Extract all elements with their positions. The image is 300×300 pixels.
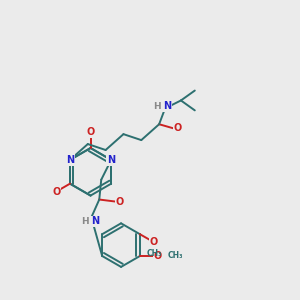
Text: O: O [174,123,182,133]
Text: N: N [107,155,115,165]
Text: O: O [116,196,124,206]
Text: N: N [91,216,99,226]
Text: CH₃: CH₃ [168,250,183,260]
Text: O: O [154,251,162,261]
Text: N: N [163,101,171,111]
Text: N: N [66,155,74,165]
Text: CH₃: CH₃ [147,248,163,257]
Text: O: O [52,187,60,196]
Text: H: H [82,217,89,226]
Text: H: H [153,102,161,111]
Text: O: O [150,237,158,247]
Text: O: O [86,127,95,137]
